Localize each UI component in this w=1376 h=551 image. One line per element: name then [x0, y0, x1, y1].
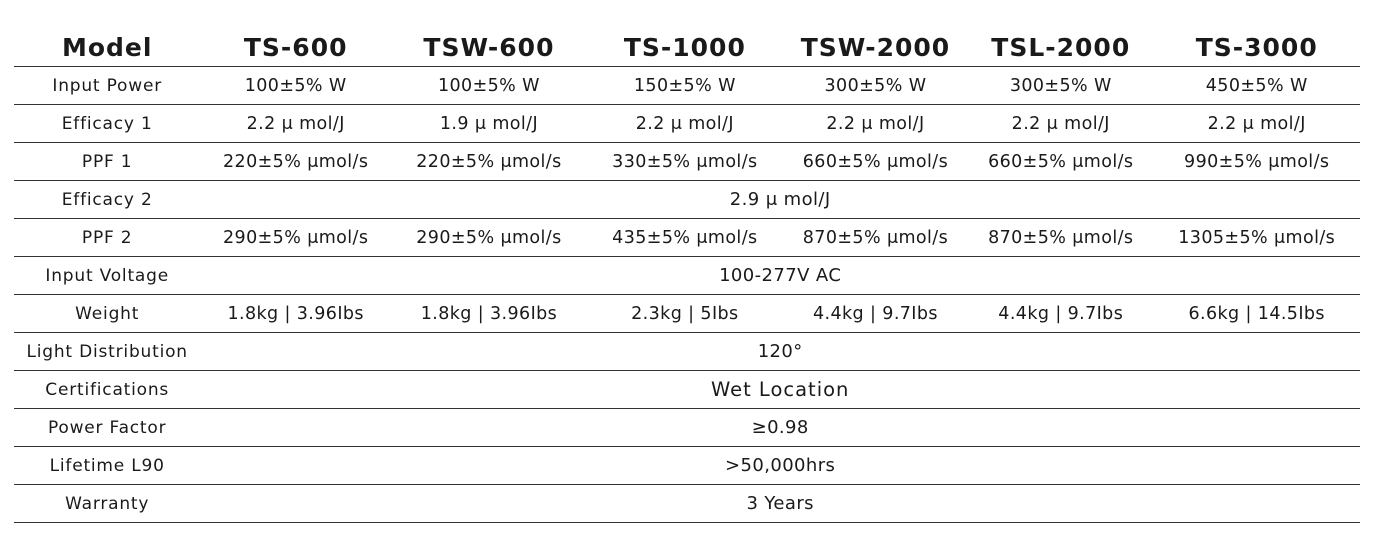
table-row: Power Factor ≥0.98 — [14, 408, 1360, 447]
table-cell: 2.2 μ mol/J — [782, 104, 969, 143]
table-cell: 290±5% μmol/s — [200, 218, 391, 257]
row-label: Input Voltage — [14, 256, 201, 295]
table-cell-merged: 3 Years — [200, 484, 1360, 523]
table-cell: 2.3kg | 5Ibs — [586, 294, 783, 333]
row-label: Input Power — [14, 66, 201, 105]
table-cell: 220±5% μmol/s — [390, 142, 587, 181]
table-cell: 660±5% μmol/s — [968, 142, 1154, 181]
header-model-tsw-600: TSW-600 — [390, 27, 587, 67]
table-cell: 2.2 μ mol/J — [200, 104, 391, 143]
table-row: PPF 2 290±5% μmol/s 290±5% μmol/s 435±5%… — [14, 218, 1360, 257]
table-row: Efficacy 2 2.9 μ mol/J — [14, 180, 1360, 219]
table-row: Input Voltage 100-277V AC — [14, 256, 1360, 295]
table-cell: 2.2 μ mol/J — [1153, 104, 1360, 143]
table-row: Warranty 3 Years — [14, 484, 1360, 523]
table-cell: 4.4kg | 9.7Ibs — [968, 294, 1154, 333]
table-cell: 100±5% W — [200, 66, 391, 105]
table-cell: 2.2 μ mol/J — [586, 104, 783, 143]
table-row: Certifications Wet Location — [14, 370, 1360, 409]
table-cell: 6.6kg | 14.5Ibs — [1153, 294, 1360, 333]
table-cell: 870±5% μmol/s — [782, 218, 969, 257]
table-cell: 1.8kg | 3.96Ibs — [200, 294, 391, 333]
table-row: Weight 1.8kg | 3.96Ibs 1.8kg | 3.96Ibs 2… — [14, 294, 1360, 333]
table-cell: 150±5% W — [586, 66, 783, 105]
table-cell: 330±5% μmol/s — [586, 142, 783, 181]
header-row: Model TS-600 TSW-600 TS-1000 TSW-2000 TS… — [14, 27, 1360, 67]
table-cell-merged: 100-277V AC — [200, 256, 1360, 295]
table-cell: 1.9 μ mol/J — [390, 104, 587, 143]
row-label: Certifications — [14, 370, 201, 409]
row-label: Efficacy 2 — [14, 180, 201, 219]
header-model-label: Model — [14, 27, 201, 67]
table-cell: 2.2 μ mol/J — [968, 104, 1154, 143]
row-label: Warranty — [14, 484, 201, 523]
table-cell: 100±5% W — [390, 66, 587, 105]
row-label: Efficacy 1 — [14, 104, 201, 143]
table-row: Input Power 100±5% W 100±5% W 150±5% W 3… — [14, 66, 1360, 105]
header-model-ts-3000: TS-3000 — [1153, 27, 1360, 67]
spec-table: Model TS-600 TSW-600 TS-1000 TSW-2000 TS… — [14, 27, 1360, 523]
table-cell: 300±5% W — [782, 66, 969, 105]
table-cell-merged: Wet Location — [200, 370, 1360, 409]
table-cell-merged: ≥0.98 — [200, 408, 1360, 447]
table-row: Efficacy 1 2.2 μ mol/J 1.9 μ mol/J 2.2 μ… — [14, 104, 1360, 143]
table-cell: 870±5% μmol/s — [968, 218, 1154, 257]
table-cell: 4.4kg | 9.7Ibs — [782, 294, 969, 333]
header-model-ts-600: TS-600 — [200, 27, 391, 67]
table-cell-merged: 2.9 μ mol/J — [200, 180, 1360, 219]
table-cell: 435±5% μmol/s — [586, 218, 783, 257]
table-row: Lifetime L90 >50,000hrs — [14, 446, 1360, 485]
table-cell: 300±5% W — [968, 66, 1154, 105]
table-row: Light Distribution 120° — [14, 332, 1360, 371]
row-label: PPF 2 — [14, 218, 201, 257]
header-model-ts-1000: TS-1000 — [586, 27, 783, 67]
table-cell-merged: >50,000hrs — [200, 446, 1360, 485]
header-model-tsl-2000: TSL-2000 — [968, 27, 1154, 67]
header-model-tsw-2000: TSW-2000 — [782, 27, 969, 67]
table-cell: 450±5% W — [1153, 66, 1360, 105]
row-label: Power Factor — [14, 408, 201, 447]
table-cell: 1.8kg | 3.96Ibs — [390, 294, 587, 333]
table-cell-merged: 120° — [200, 332, 1360, 371]
row-label: PPF 1 — [14, 142, 201, 181]
row-label: Light Distribution — [14, 332, 201, 371]
table-row: PPF 1 220±5% μmol/s 220±5% μmol/s 330±5%… — [14, 142, 1360, 181]
row-label: Lifetime L90 — [14, 446, 201, 485]
table-cell: 990±5% μmol/s — [1153, 142, 1360, 181]
table-cell: 220±5% μmol/s — [200, 142, 391, 181]
row-label: Weight — [14, 294, 201, 333]
table-cell: 290±5% μmol/s — [390, 218, 587, 257]
table-cell: 1305±5% μmol/s — [1153, 218, 1360, 257]
table-cell: 660±5% μmol/s — [782, 142, 969, 181]
